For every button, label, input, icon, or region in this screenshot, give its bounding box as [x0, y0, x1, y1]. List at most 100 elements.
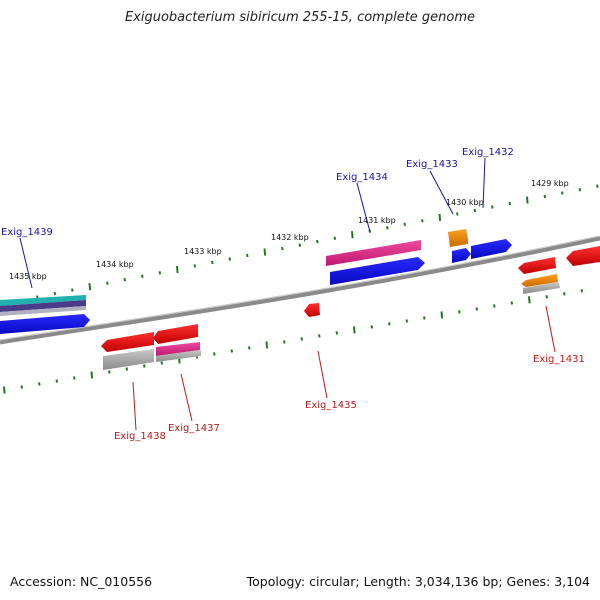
minor-tick	[386, 226, 389, 230]
minor-tick	[53, 291, 57, 296]
map-title: Exiguobacterium sibiricum 255-15, comple…	[124, 10, 476, 25]
minor-tick	[143, 364, 146, 368]
minor-tick	[125, 367, 129, 371]
gene-exig-1431-orange[interactable]	[521, 274, 558, 287]
minor-tick	[158, 271, 162, 275]
minor-tick	[316, 239, 319, 244]
minor-tick	[405, 319, 409, 323]
minor-tick	[333, 236, 337, 240]
gene-label-exig-1439[interactable]: Exig_1439	[1, 227, 53, 238]
forward-genes	[0, 229, 512, 334]
genome-backbone	[0, 235, 600, 345]
gene-blue-arrow[interactable]	[0, 314, 90, 334]
gene-label-exig-1438[interactable]: Exig_1438	[114, 431, 166, 442]
scale-label: 1431 kbp	[358, 216, 396, 225]
scale-label: 1433 kbp	[184, 247, 222, 256]
major-tick	[353, 326, 356, 334]
gene-exig-1433-orange[interactable]	[448, 229, 468, 247]
minor-tick	[580, 289, 584, 293]
gene-blue-arrow[interactable]	[330, 257, 425, 285]
minor-tick	[335, 331, 339, 335]
gene-exig-1432-blue[interactable]	[471, 239, 512, 259]
gene-exig-1437-pink[interactable]	[156, 342, 200, 356]
minor-tick	[403, 222, 407, 226]
minor-tick	[543, 194, 547, 199]
minor-tick	[246, 253, 249, 258]
gene-label-exig-1435[interactable]: Exig_1435	[305, 400, 357, 411]
major-tick	[265, 341, 269, 349]
minor-tick	[510, 301, 514, 305]
minor-tick	[38, 382, 41, 386]
gene-exig-1431-red[interactable]	[518, 257, 556, 274]
minor-tick	[160, 361, 164, 365]
gene-exig-1438-grey[interactable]	[103, 349, 154, 370]
minor-tick	[248, 346, 251, 350]
gene-exig-1437-grey[interactable]	[156, 350, 201, 362]
minor-tick	[596, 184, 599, 188]
major-tick	[88, 283, 92, 291]
minor-tick	[456, 212, 459, 216]
major-tick	[440, 311, 444, 319]
minor-tick	[370, 325, 374, 329]
scale-label: 1429 kbp	[531, 179, 569, 188]
minor-tick	[298, 243, 302, 247]
minor-tick	[193, 264, 197, 268]
gene-exig-1434-pink[interactable]	[326, 240, 421, 266]
gene-label-exig-1433[interactable]: Exig_1433	[406, 159, 458, 170]
minor-tick	[421, 219, 424, 223]
major-tick	[351, 231, 354, 239]
label-leaders	[19, 157, 556, 431]
major-tick	[176, 265, 179, 273]
scale-ticks-lower	[3, 289, 584, 394]
minor-tick	[388, 322, 391, 326]
scale-label: 1430 kbp	[446, 198, 484, 207]
gene-exig-1437-red[interactable]	[153, 324, 198, 344]
minor-tick	[318, 334, 321, 338]
minor-tick	[211, 260, 214, 265]
major-tick	[263, 248, 267, 256]
minor-tick	[20, 385, 24, 389]
gene-label-exig-1432[interactable]: Exig_1432	[462, 147, 514, 158]
gene-label-exig-1434[interactable]: Exig_1434	[336, 172, 388, 183]
minor-tick	[508, 201, 512, 206]
scale-label: 1435 kbp	[9, 272, 47, 281]
minor-tick	[491, 205, 494, 209]
scale-label: 1434 kbp	[96, 260, 134, 269]
minor-tick	[106, 281, 109, 285]
accession-text: Accession: NC_010556	[10, 574, 153, 589]
minor-tick	[475, 307, 479, 311]
minor-tick	[473, 208, 477, 213]
genome-backbone-highlight	[0, 235, 600, 341]
gene-exig-1435-red[interactable]	[304, 303, 320, 317]
topology-text: Topology: circular; Length: 3,034,136 bp…	[246, 574, 590, 589]
minor-tick	[55, 379, 59, 383]
gene-exig-1433-blue[interactable]	[452, 248, 471, 263]
gene-exig-1439-teal[interactable]	[0, 295, 86, 306]
gene-exig-1439-purple[interactable]	[0, 300, 86, 312]
gene-red-arrow-edge[interactable]	[566, 246, 600, 266]
minor-tick	[213, 352, 216, 356]
minor-tick	[108, 370, 111, 374]
minor-tick	[493, 304, 496, 308]
major-tick	[528, 296, 531, 304]
major-tick	[438, 213, 442, 221]
minor-tick	[563, 292, 566, 296]
gene-exig-1431-grey[interactable]	[523, 282, 560, 294]
reverse-genes	[101, 246, 600, 370]
gene-label-exig-1431[interactable]: Exig_1431	[533, 354, 585, 365]
scale-label: 1432 kbp	[271, 233, 309, 242]
gene-exig-1439-grey[interactable]	[0, 306, 86, 316]
minor-tick	[71, 288, 74, 292]
minor-tick	[561, 191, 564, 195]
minor-tick	[545, 295, 549, 299]
minor-tick	[578, 188, 582, 192]
minor-tick	[300, 337, 304, 341]
major-tick	[526, 196, 529, 204]
gene-label-exig-1437[interactable]: Exig_1437	[168, 423, 220, 434]
major-tick	[3, 386, 6, 394]
gene-exig-1438-red[interactable]	[101, 332, 154, 352]
minor-tick	[123, 278, 127, 282]
minor-tick	[458, 310, 461, 314]
